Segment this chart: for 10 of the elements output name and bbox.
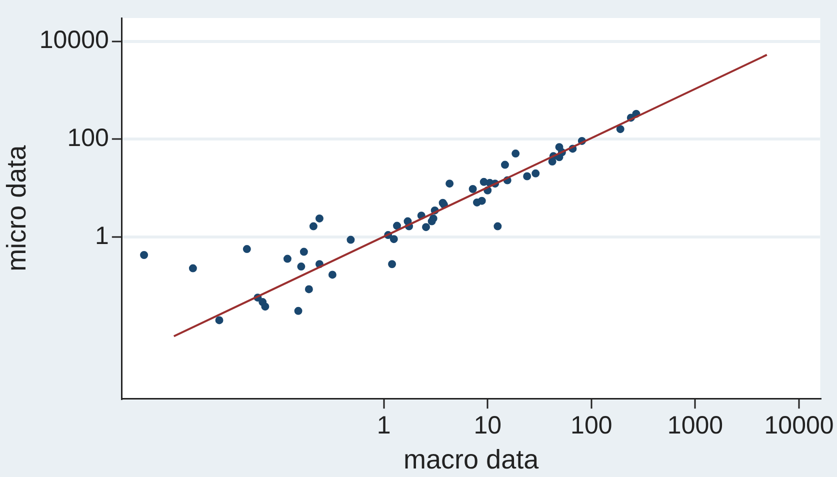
y-tick-label: 100	[67, 124, 109, 152]
x-tick-label: 10000	[764, 411, 834, 440]
x-tick-label: 10	[474, 411, 502, 440]
x-tick-label: 100	[570, 411, 612, 440]
x-tick-label: 1	[376, 411, 391, 440]
x-axis-title: macro data	[404, 444, 540, 474]
y-tick-label: 1	[95, 222, 109, 250]
y-tick-label: 10000	[39, 26, 109, 54]
y-axis-title: micro data	[2, 144, 32, 272]
x-tick-label: 1000	[667, 411, 724, 440]
